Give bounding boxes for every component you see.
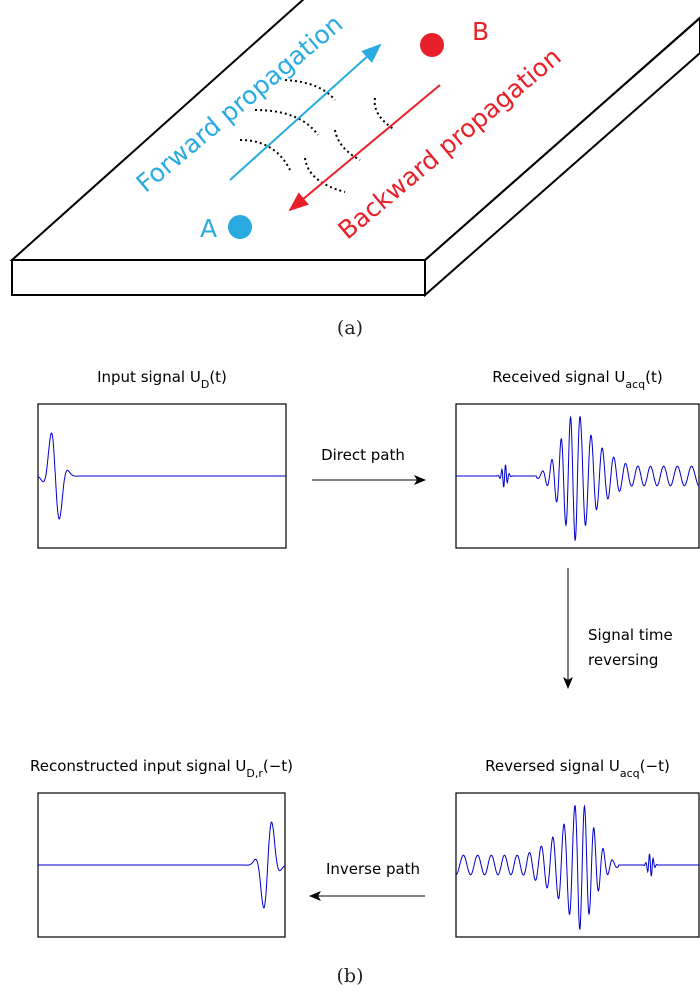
- plate: [12, 0, 700, 295]
- point-b-label: B: [472, 17, 489, 46]
- direct-path-label: Direct path: [321, 446, 405, 464]
- title-part: D,r: [246, 767, 263, 780]
- title-part: Reversed signal U: [485, 757, 620, 775]
- title-part: (−t): [263, 757, 293, 775]
- title-part: (t): [209, 368, 227, 386]
- title-part: acq: [625, 378, 645, 391]
- reversing-label: reversing: [588, 651, 658, 669]
- panel-title: Received signal Uacq(t): [492, 368, 663, 391]
- point-b: [420, 33, 444, 57]
- point-a-label: A: [200, 214, 217, 243]
- panel-title: Input signal UD(t): [97, 368, 227, 391]
- title-part: Received signal U: [492, 368, 625, 386]
- title-part: (−t): [640, 757, 670, 775]
- panel-title: Reversed signal Uacq(−t): [485, 757, 670, 780]
- caption-a: (a): [337, 317, 363, 339]
- reversing-label: Signal time: [588, 626, 673, 644]
- title-part: Input signal U: [97, 368, 201, 386]
- title-part: (t): [645, 368, 663, 386]
- caption-b: (b): [337, 965, 364, 987]
- title-part: acq: [620, 767, 640, 780]
- page: Forward propagation Backward propagation…: [0, 0, 700, 997]
- title-part: Reconstructed input signal U: [30, 757, 246, 775]
- point-a: [228, 215, 252, 239]
- inverse-path-label: Inverse path: [326, 860, 420, 878]
- panel-title: Reconstructed input signal UD,r(−t): [30, 757, 293, 780]
- title-part: D: [201, 378, 209, 391]
